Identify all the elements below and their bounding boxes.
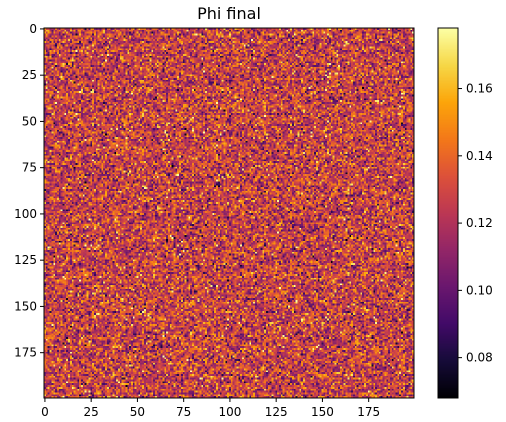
colorbar-tick-label: 0.12 [466, 216, 493, 230]
y-axis: 0 25 50 75 100 125 150 175 [14, 22, 44, 360]
colorbar-frame [437, 27, 459, 399]
heatmap-image-holder [44, 28, 414, 398]
y-tick-label: 0 [29, 22, 37, 36]
colorbar-tick-label: 0.16 [466, 82, 493, 96]
colorbar-tick-label: 0.14 [466, 149, 493, 163]
colorbar-holder [438, 28, 458, 398]
x-tick-label: 150 [311, 405, 334, 419]
x-tick-label: 175 [357, 405, 380, 419]
colorbar-gradient [438, 28, 458, 398]
y-tick-label: 25 [22, 68, 37, 82]
y-tick-label: 75 [22, 161, 37, 175]
y-tick-label: 150 [14, 299, 37, 313]
x-tick-label: 125 [265, 405, 288, 419]
y-tick-label: 125 [14, 253, 37, 267]
x-axis: 0 25 50 75 100 125 150 175 [41, 398, 380, 419]
plot-frame [43, 27, 415, 399]
y-tick-label: 100 [14, 207, 37, 221]
y-tick-label: 175 [14, 346, 37, 360]
x-tick-label: 0 [41, 405, 49, 419]
colorbar-tick-label: 0.08 [466, 351, 493, 365]
colorbar-axis: 0.08 0.10 0.12 0.14 0.16 [458, 82, 493, 365]
heatmap-image [44, 28, 414, 398]
x-tick-label: 100 [218, 405, 241, 419]
x-tick-label: 50 [130, 405, 145, 419]
chart-title: Phi final [197, 4, 261, 23]
x-tick-label: 25 [84, 405, 99, 419]
y-tick-label: 50 [22, 114, 37, 128]
colorbar-tick-label: 0.10 [466, 283, 493, 297]
x-tick-label: 75 [176, 405, 191, 419]
